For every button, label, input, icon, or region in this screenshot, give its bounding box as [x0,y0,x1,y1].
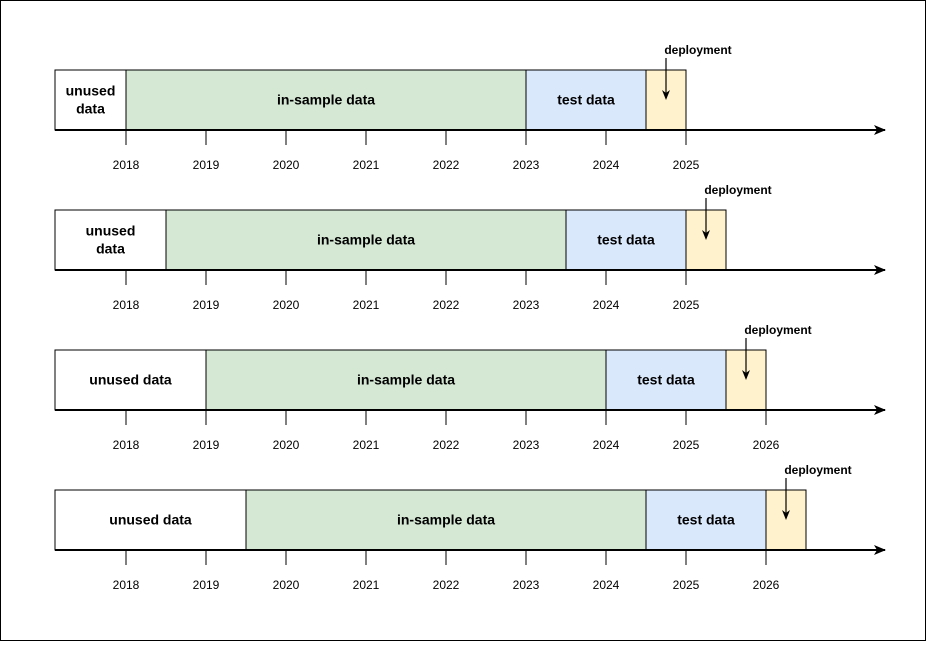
tick-label-2025: 2025 [673,438,700,452]
unused-data-label-line1: unused [86,223,136,239]
deployment-arrowhead [782,510,790,520]
test-data-segment [525,69,647,131]
tick-label-2026: 2026 [753,438,780,452]
unused-data-segment [54,349,207,411]
tick-label-2020: 2020 [273,158,300,172]
test-data-segment [565,209,687,271]
unused-data-label-line1: unused [66,83,116,99]
in-sample-data-label: in-sample data [317,232,415,248]
tick-label-2025: 2025 [673,158,700,172]
timeline-row-2: unused data in-sample data test data deploym… [54,183,886,312]
in-sample-data-segment [245,489,647,551]
tick-label-2019: 2019 [193,438,220,452]
in-sample-data-segment [165,209,567,271]
unused-data-segment [54,489,247,551]
test-data-segment [605,349,727,411]
timeline-row-4: unused data in-sample data test data deploy… [54,463,886,592]
tick-label-2018: 2018 [113,438,140,452]
tick-label-2025: 2025 [673,298,700,312]
deployment-arrowhead [742,370,750,380]
tick-label-2021: 2021 [353,438,380,452]
tick-label-2018: 2018 [113,298,140,312]
tick-label-2019: 2019 [193,298,220,312]
tick-label-2022: 2022 [433,578,460,592]
tick-label-2024: 2024 [593,578,620,592]
tick-label-2022: 2022 [433,298,460,312]
tick-label-2020: 2020 [273,578,300,592]
tick-label-2020: 2020 [273,438,300,452]
in-sample-data-label: in-sample data [357,372,455,388]
tick-label-2022: 2022 [433,158,460,172]
rows-layer: unused data in-sample data test data deploym… [54,43,886,592]
test-data-label: test data [677,512,735,528]
in-sample-data-label: in-sample data [277,92,375,108]
tick-label-2023: 2023 [513,158,540,172]
timeline-row-3: unused data in-sample data test data deploy… [54,323,886,452]
deployment-label: deployment [744,323,811,337]
unused-data-label: unused data [109,512,192,528]
unused-data-label: unused data [89,372,172,388]
deployment-label: deployment [704,183,771,197]
tick-label-2023: 2023 [513,438,540,452]
tick-label-2026: 2026 [753,578,780,592]
tick-label-2024: 2024 [593,158,620,172]
tick-label-2021: 2021 [353,578,380,592]
tick-label-2020: 2020 [273,298,300,312]
in-sample-data-label: in-sample data [397,512,495,528]
tick-label-2023: 2023 [513,298,540,312]
deployment-arrowhead [662,90,670,100]
unused-data-segment [54,69,127,131]
tick-label-2019: 2019 [193,158,220,172]
tick-label-2018: 2018 [113,578,140,592]
tick-label-2019: 2019 [193,578,220,592]
tick-label-2025: 2025 [673,578,700,592]
tick-label-2024: 2024 [593,438,620,452]
deployment-arrowhead [702,230,710,240]
in-sample-data-segment [205,349,607,411]
unused-data-label-line2: data [96,241,125,257]
tick-label-2021: 2021 [353,158,380,172]
deployment-label: deployment [784,463,851,477]
unused-data-label-line2: data [76,101,105,117]
tick-label-2023: 2023 [513,578,540,592]
tick-label-2022: 2022 [433,438,460,452]
test-data-label: test data [637,372,695,388]
unused-data-segment [54,209,167,271]
tick-label-2021: 2021 [353,298,380,312]
timeline-row-1: unused data in-sample data test data deploym… [54,43,886,172]
test-data-label: test data [557,92,615,108]
tick-label-2024: 2024 [593,298,620,312]
tick-label-2018: 2018 [113,158,140,172]
in-sample-data-segment [125,69,527,131]
deployment-label: deployment [664,43,731,57]
test-data-label: test data [597,232,655,248]
